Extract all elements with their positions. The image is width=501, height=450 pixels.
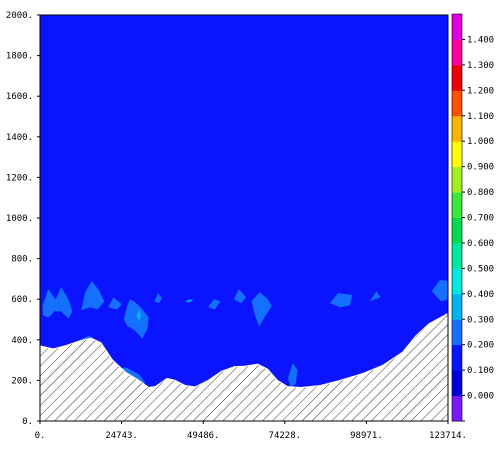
colorbar-swatch-4 [452, 293, 462, 320]
x-tick-label-5: 123714. [429, 431, 467, 441]
y-axis-ticks: 0. 200. 400. 600. 800. 1000. 1200. 1400. 1600. 18… [6, 11, 40, 427]
x-tick-label-2: 49486. [187, 431, 220, 441]
colorbar-label-7: 0.600 [467, 239, 494, 249]
colorbar-label-11: 1.000 [467, 137, 494, 147]
x-axis-ticks: 0. 24743. 49486. 74228. 98971. 123714. [35, 421, 467, 441]
contour-patch-15 [185, 299, 194, 303]
contour-patch-0 [42, 287, 73, 319]
contour-patch-10 [431, 279, 448, 302]
x-tick-label-1: 24743. [105, 431, 138, 441]
contour-patch-7 [251, 292, 272, 327]
colorbar-swatch-11 [452, 115, 462, 142]
y-tick-label-8: 1600. [6, 92, 33, 102]
colorbar-frame [451, 13, 463, 422]
contour-patch-6 [233, 289, 247, 304]
colorbar-swatch-14 [452, 39, 462, 66]
colorbar-label-9: 0.800 [467, 188, 494, 198]
colorbar-label-10: 0.900 [467, 163, 494, 173]
contour-patch-4 [154, 293, 162, 304]
colorbar-swatch-13 [452, 64, 462, 91]
contour-patch-2 [108, 297, 122, 310]
colorbar-label-13: 1.200 [467, 86, 494, 96]
y-tick-label-3: 600. [11, 295, 33, 305]
x-tick-label-3: 74228. [269, 431, 302, 441]
y-tick-label-10: 2000. [6, 11, 33, 21]
colorbar-label-1: 0.000 [467, 392, 494, 402]
y-tick-label-7: 1400. [6, 133, 33, 143]
colorbar-swatch-15 [452, 14, 462, 40]
contour-patch-13 [288, 363, 298, 387]
colorbar-label-6: 0.500 [467, 264, 494, 274]
colorbar-label-14: 1.300 [467, 61, 494, 71]
colorbar-swatch-12 [452, 90, 462, 117]
colorbar-swatch-6 [452, 242, 462, 269]
contour-patch-3 [123, 299, 149, 339]
terrain-hatch [40, 312, 448, 421]
colorbar-label-8: 0.700 [467, 214, 494, 224]
colorbar-swatch-10 [452, 141, 462, 168]
colorbar-swatch-7 [452, 217, 462, 244]
colorbar-swatch-8 [452, 192, 462, 218]
colorbar-label-15: 1.400 [467, 35, 494, 45]
contour-patch-14 [136, 309, 142, 322]
colorbar-label-3: 0.200 [467, 341, 494, 351]
contour-patch-5 [207, 299, 221, 310]
colorbar-label-5: 0.400 [467, 290, 494, 300]
colorbar: 0.000 0.100 0.200 0.300 0.400 0.500 0.600 0.700… [451, 13, 494, 422]
y-tick-label-0: 0. [22, 417, 33, 427]
y-tick-label-2: 400. [11, 336, 33, 346]
colorbar-label-12: 1.100 [467, 112, 494, 122]
y-tick-label-9: 1800. [6, 52, 33, 62]
colorbar-swatch-9 [452, 166, 462, 193]
contour-patch-8 [329, 293, 353, 308]
x-tick-label-0: 0. [35, 431, 46, 441]
x-tick-label-4: 98971. [350, 431, 383, 441]
colorbar-label-4: 0.300 [467, 315, 494, 325]
y-tick-label-4: 800. [11, 255, 33, 265]
contour-patch-9 [369, 291, 381, 302]
colorbar-swatch-5 [452, 268, 462, 295]
y-tick-label-5: 1000. [6, 214, 33, 224]
colorbar-label-2: 0.100 [467, 366, 494, 376]
colorbar-swatch-3 [452, 319, 462, 346]
colorbar-swatch-2 [452, 344, 462, 371]
contour-patch-1 [81, 280, 105, 311]
colorbar-swatch-0 [452, 395, 462, 422]
y-tick-label-1: 200. [11, 376, 33, 386]
y-tick-label-6: 1200. [6, 173, 33, 183]
colorbar-swatch-1 [452, 370, 462, 397]
